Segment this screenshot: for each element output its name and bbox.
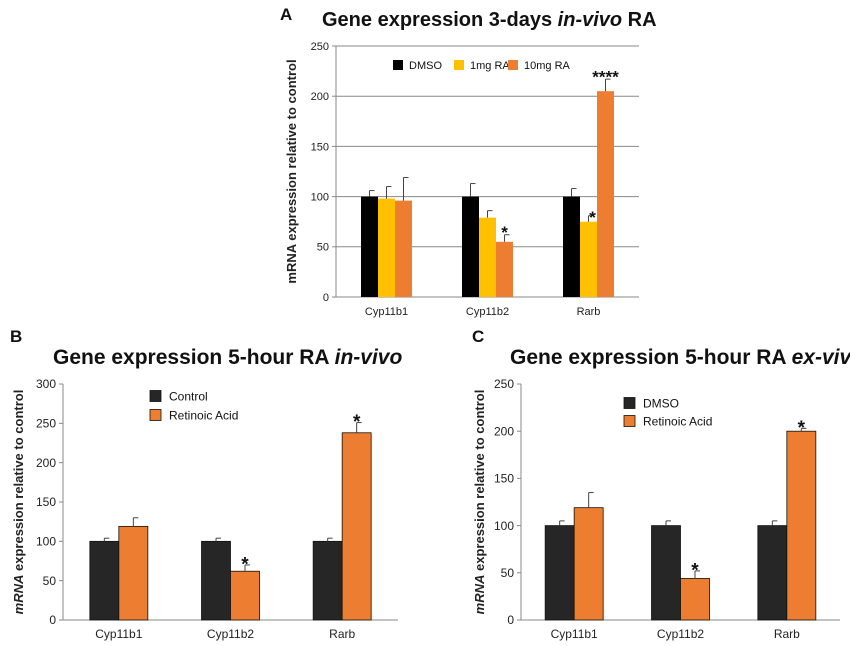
panel-c-significance-star: * xyxy=(691,560,699,581)
panel-c-y-tick-label: 100 xyxy=(494,519,514,533)
panel-c-x-tick-label: Rarb xyxy=(774,627,800,641)
panel-b-significance-star: * xyxy=(353,412,361,433)
panel-a-significance-star: * xyxy=(501,223,508,242)
panel-a-bar-cyp11b2-1mg-ra xyxy=(479,217,496,297)
panel-c-y-tick-label: 50 xyxy=(501,566,515,580)
panel-b-y-axis-label-italic: mRNA xyxy=(11,575,26,615)
panel-b-bar-rarb-retinoic-acid xyxy=(341,432,372,621)
panel-a-legend-swatch xyxy=(454,60,464,70)
panel-b-y-tick-label: 300 xyxy=(36,377,56,391)
panel-a-y-axis-label-text: mRNA expression relative to control xyxy=(284,59,299,283)
panel-a-y-tick-label: 200 xyxy=(311,91,329,103)
panel-c-legend-swatch xyxy=(623,397,636,409)
panel-c-y-axis-label-italic: mRNA xyxy=(472,575,487,615)
panel-b-title-part: Gene expression 5-hour RA xyxy=(53,346,335,369)
panel-c-title: Gene expression 5-hour RA ex-vivo xyxy=(510,346,850,369)
panel-b-bar-rarb-control xyxy=(312,540,343,621)
panel-c-bar-cyp11b2-retinoic-acid xyxy=(680,578,710,621)
panel-a-y-axis-label: mRNA expression relative to control xyxy=(284,59,299,283)
panel-b-y-tick-label: 100 xyxy=(36,535,56,549)
panel-c-legend-label: Retinoic Acid xyxy=(643,414,712,428)
panel-c-bar-cyp11b1-dmso xyxy=(544,525,575,621)
panel-b-y-tick-label: 0 xyxy=(49,613,56,627)
panel-b-y-tick-label: 200 xyxy=(36,456,56,470)
panel-a-y-tick-label: 0 xyxy=(323,292,329,304)
panel-a-legend-swatch xyxy=(508,60,518,70)
panel-a-legend-label: 1mg RA xyxy=(470,60,510,72)
panel-a-title-part: RA xyxy=(622,9,656,31)
panel-b-legend-label: Retinoic Acid xyxy=(169,408,238,422)
panel-b-y-axis-label: mRNA expression relative to control xyxy=(11,390,26,615)
panel-a-y-tick-label: 50 xyxy=(317,242,329,254)
panel-c-bar-cyp11b2-dmso xyxy=(651,525,681,621)
panel-c-title-part: ex-vivo xyxy=(792,346,850,369)
panel-a-x-tick-label: Cyp11b2 xyxy=(466,306,509,318)
panel-c-y-tick-label: 0 xyxy=(507,613,514,627)
panel-c-label: C xyxy=(472,327,484,346)
panel-a-legend-swatch xyxy=(393,60,403,70)
panel-c-legend-label: DMSO xyxy=(643,396,679,410)
panel-a-bar-cyp11b1-dmso xyxy=(361,196,378,297)
panel-c-significance-star: * xyxy=(798,418,806,439)
panel-c-x-tick-label: Cyp11b1 xyxy=(551,627,598,641)
panel-a-title-part: Gene expression 3-days xyxy=(322,9,558,31)
panel-b-y-tick-label: 150 xyxy=(36,495,56,509)
panel-a-legend-label: DMSO xyxy=(409,60,442,72)
panel-c-bar-rarb-dmso xyxy=(757,525,788,621)
panel-a-y-tick-label: 150 xyxy=(311,141,329,153)
panel-a-label: A xyxy=(280,5,292,24)
panel-c-title-part: Gene expression 5-hour RA xyxy=(510,346,792,369)
panel-b-title-part: in-vivo xyxy=(335,346,403,369)
panel-a-significance-star: **** xyxy=(592,67,619,86)
panel-b-bar-cyp11b2-control xyxy=(201,540,231,621)
panel-a-y-tick-label: 250 xyxy=(311,41,329,53)
panel-c-x-tick-label: Cyp11b2 xyxy=(657,627,704,641)
panel-b-bar-cyp11b1-control xyxy=(89,540,120,621)
panel-b-bar-cyp11b1-retinoic-acid xyxy=(118,525,149,621)
panel-c-bar-cyp11b1-retinoic-acid xyxy=(573,507,604,621)
panel-a-bar-cyp11b1-1mg-ra xyxy=(378,198,395,297)
panel-c-y-axis-label: mRNA expression relative to control xyxy=(472,390,487,615)
panel-b-legend-swatch xyxy=(149,409,162,421)
panel-b-legend-label: Control xyxy=(169,389,208,403)
panel-b-y-tick-label: 250 xyxy=(36,417,56,431)
panel-a-y-tick-label: 100 xyxy=(311,191,329,203)
panel-a-bar-rarb-1mg-ra xyxy=(580,221,597,297)
panel-a-bar-rarb-dmso xyxy=(563,196,580,297)
panel-a-title-part: in-vivo xyxy=(558,9,622,31)
panel-a-bar-cyp11b1-10mg-ra xyxy=(395,200,412,297)
panel-c-legend-swatch xyxy=(623,415,636,427)
panel-b-bar-cyp11b2-retinoic-acid xyxy=(230,570,260,621)
panel-a-significance-star: * xyxy=(589,208,596,227)
panel-b-y-axis-label-text: expression relative to control xyxy=(11,390,26,575)
panel-a-bar-cyp11b2-dmso xyxy=(462,196,479,297)
panel-b-title: Gene expression 5-hour RA in-vivo xyxy=(53,346,402,369)
panel-a-title: Gene expression 3-days in-vivo RA xyxy=(322,9,657,31)
panel-b-x-tick-label: Rarb xyxy=(329,627,355,641)
panel-a-x-tick-label: Cyp11b1 xyxy=(365,306,408,318)
panel-b-legend-swatch xyxy=(149,390,162,402)
panel-b-y-tick-label: 50 xyxy=(43,574,57,588)
panel-a-bar-cyp11b2-10mg-ra xyxy=(496,241,513,297)
panel-c-y-tick-label: 200 xyxy=(494,424,514,438)
panel-b-significance-star: * xyxy=(241,554,249,575)
panel-b-label: B xyxy=(10,327,22,346)
panel-a-x-tick-label: Rarb xyxy=(577,306,601,318)
panel-a-bar-rarb-10mg-ra xyxy=(597,91,614,298)
panel-c-bar-rarb-retinoic-acid xyxy=(786,430,817,621)
panel-c-y-tick-label: 250 xyxy=(494,377,514,391)
panel-b-x-tick-label: Cyp11b1 xyxy=(95,627,142,641)
panel-a-legend-label: 10mg RA xyxy=(524,60,571,72)
panel-c-y-axis-label-text: expression relative to control xyxy=(472,390,487,575)
panel-c-y-tick-label: 150 xyxy=(494,472,514,486)
panel-b-x-tick-label: Cyp11b2 xyxy=(207,627,254,641)
